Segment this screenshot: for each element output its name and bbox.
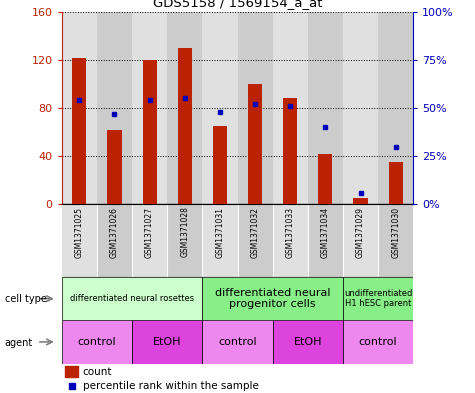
Text: differentiated neural rosettes: differentiated neural rosettes (70, 294, 194, 303)
Bar (389, 162, 403, 204)
Bar (65, 366, 77, 377)
Text: count: count (83, 367, 113, 377)
Text: GSM1371028: GSM1371028 (180, 207, 189, 257)
Bar (273, 320, 343, 364)
Bar (97, 204, 132, 277)
Bar (178, 48, 192, 204)
Text: control: control (218, 337, 257, 347)
Title: GDS5158 / 1569154_a_at: GDS5158 / 1569154_a_at (153, 0, 322, 9)
Bar (353, 198, 368, 204)
Bar (273, 204, 308, 277)
Bar (97, 12, 132, 204)
Text: control: control (77, 337, 116, 347)
Bar (318, 154, 332, 204)
Text: cell type: cell type (5, 294, 47, 305)
Bar (167, 204, 202, 277)
Bar (213, 126, 227, 204)
Bar (202, 204, 238, 277)
Bar (343, 320, 413, 364)
Text: agent: agent (5, 338, 33, 348)
Text: EtOH: EtOH (294, 337, 322, 347)
Bar (202, 320, 273, 364)
Text: GSM1371033: GSM1371033 (286, 207, 294, 258)
Bar (107, 130, 122, 204)
Bar (72, 57, 86, 204)
Bar (202, 12, 238, 204)
Bar (132, 12, 167, 204)
Bar (62, 277, 202, 320)
Bar (378, 204, 413, 277)
Bar (62, 12, 97, 204)
Bar (238, 204, 273, 277)
Text: GSM1371027: GSM1371027 (145, 207, 154, 257)
Text: EtOH: EtOH (153, 337, 181, 347)
Bar (343, 12, 378, 204)
Text: differentiated neural
progenitor cells: differentiated neural progenitor cells (215, 288, 331, 309)
Text: percentile rank within the sample: percentile rank within the sample (83, 381, 259, 391)
Bar (248, 84, 262, 204)
Bar (142, 60, 157, 204)
Bar (378, 12, 413, 204)
Bar (343, 204, 378, 277)
Bar (62, 320, 132, 364)
Text: GSM1371034: GSM1371034 (321, 207, 330, 258)
Bar (132, 204, 167, 277)
Bar (343, 277, 413, 320)
Text: GSM1371031: GSM1371031 (216, 207, 224, 257)
Text: GSM1371032: GSM1371032 (251, 207, 259, 257)
Text: undifferentiated
H1 hESC parent: undifferentiated H1 hESC parent (344, 289, 412, 309)
Text: GSM1371030: GSM1371030 (391, 207, 400, 258)
Bar (308, 204, 343, 277)
Text: GSM1371029: GSM1371029 (356, 207, 365, 257)
Bar (167, 12, 202, 204)
Bar (202, 277, 343, 320)
Text: GSM1371026: GSM1371026 (110, 207, 119, 257)
Bar (273, 12, 308, 204)
Bar (308, 12, 343, 204)
Bar (62, 204, 97, 277)
Text: GSM1371025: GSM1371025 (75, 207, 84, 257)
Text: control: control (359, 337, 398, 347)
Bar (238, 12, 273, 204)
Bar (283, 98, 297, 204)
Bar (132, 320, 202, 364)
